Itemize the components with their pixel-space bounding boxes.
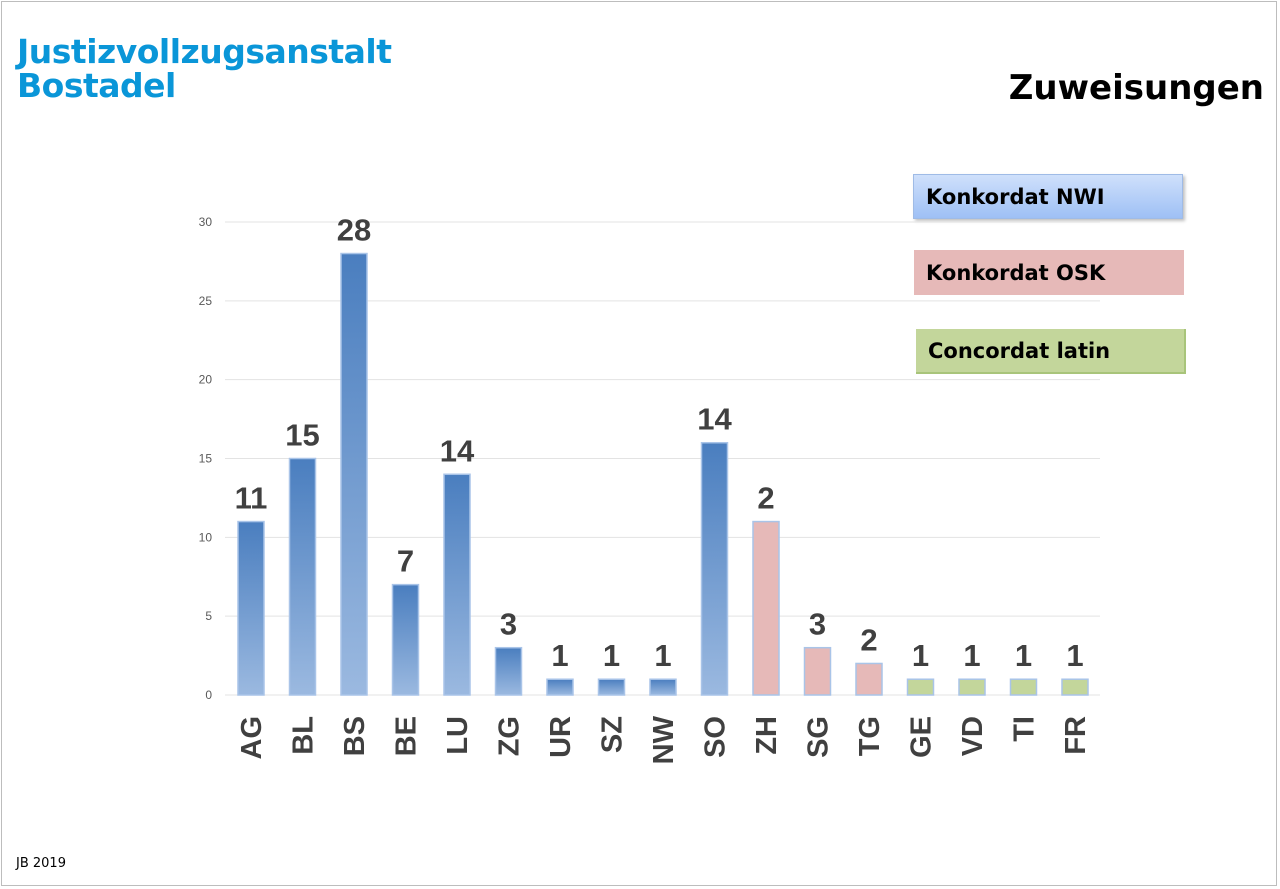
y-tick-label: 20 [199,373,213,387]
data-label-tg: 2 [860,622,877,657]
bars [237,252,1089,696]
bar-nw [649,678,677,696]
data-label-fr: 1 [1066,638,1083,673]
data-label-vd: 1 [963,638,980,673]
data-label-ge: 1 [912,638,929,673]
x-tick-label-fr: FR [1060,716,1092,755]
gridlines [225,221,1100,696]
y-tick-label: 30 [199,215,213,229]
x-tick-label-sz: SZ [597,716,629,753]
x-axis-ticks: AG BL BS BE LU ZG UR SZ NW SO ZH SG TG GE VD TI FR [236,715,1092,764]
data-label-ur: 1 [551,638,568,673]
data-label-sz: 1 [603,638,620,673]
x-tick-label-lu: LU [442,716,474,755]
bar-ur [546,678,574,696]
bar-so [700,441,729,696]
y-tick-label: 0 [205,688,212,702]
data-label-be: 7 [397,544,414,579]
bar-tg [855,662,883,696]
x-tick-label-be: BE [391,716,423,756]
data-label-so: 14 [697,402,732,437]
data-label-ti: 1 [1015,638,1032,673]
x-tick-label-bs: BS [339,716,371,756]
x-tick-label-zh: ZH [751,716,783,755]
x-tick-label-bl: BL [288,716,320,755]
x-tick-label-ag: AG [236,716,268,760]
legend-konkordat-nwi: Konkordat NWI [913,174,1183,219]
bar-ti [1009,678,1038,696]
bar-bl [288,457,317,696]
data-label-lu: 14 [440,433,475,468]
data-label-zh: 2 [757,481,774,516]
x-tick-label-sg: SG [803,716,835,758]
institution-title: Justizvollzugsanstalt Bostadel [17,35,392,103]
x-tick-label-so: SO [700,716,732,758]
data-label-bl: 15 [285,418,319,453]
bar-be [391,583,420,696]
bar-fr [1061,678,1089,696]
x-tick-label-tg: TG [854,716,886,756]
title-line-2: Bostadel [17,66,176,105]
x-tick-label-vd: VD [957,716,989,756]
bar-lu [443,473,471,696]
bar-bs [340,252,368,696]
bar-ag [237,520,265,696]
data-label-bs: 28 [337,213,371,248]
page-heading: Zuweisungen [1008,68,1264,108]
bar-vd [958,678,986,696]
y-tick-label: 5 [205,609,212,623]
y-tick-label: 25 [199,294,213,308]
data-label-nw: 1 [654,638,671,673]
legend-konkordat-osk: Konkordat OSK [914,250,1184,295]
bar-zg [494,646,523,696]
x-tick-label-ur: UR [545,716,577,758]
x-tick-label-zg: ZG [494,716,526,756]
data-label-sg: 3 [809,607,826,642]
data-label-ag: 11 [235,481,268,516]
data-label-zg: 3 [500,607,517,642]
legend-concordat-latin: Concordat latin [916,329,1186,374]
bar-sz [597,678,626,696]
bar-zh [752,520,780,696]
x-tick-label-ti: TI [1009,716,1041,742]
bar-sg [803,646,832,696]
x-tick-label-ge: GE [906,716,938,758]
title-line-1: Justizvollzugsanstalt [17,32,392,71]
footer-note: JB 2019 [16,856,66,871]
bar-ge [906,678,935,696]
y-tick-label: 10 [199,530,213,544]
x-tick-label-nw: NW [648,715,680,764]
y-tick-label: 15 [199,452,213,466]
y-axis-ticks: 0 5 10 15 20 25 30 [199,215,213,702]
